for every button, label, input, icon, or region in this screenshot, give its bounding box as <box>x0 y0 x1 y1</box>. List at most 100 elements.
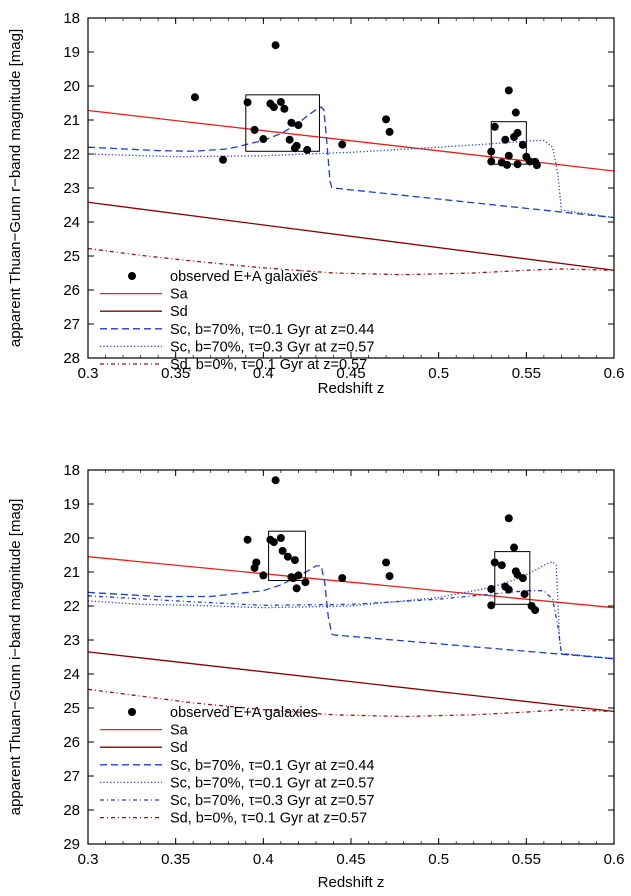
x-tick-label: 0.4 <box>253 365 274 382</box>
data-point <box>269 103 278 112</box>
data-point <box>301 578 310 587</box>
x-axis-label: Redshift z <box>318 380 385 397</box>
data-point <box>271 476 280 485</box>
data-point <box>382 115 391 124</box>
series-line-5 <box>88 247 614 276</box>
legend-label: Sd <box>170 740 188 756</box>
legend-label: Sa <box>170 287 189 303</box>
data-point <box>504 151 513 160</box>
selection-box-1 <box>245 94 320 152</box>
y-tick-label: 22 <box>63 598 80 615</box>
x-tick-label: 0.55 <box>512 851 541 868</box>
data-point <box>294 571 303 580</box>
y-tick-label: 19 <box>63 496 80 513</box>
selection-box-2 <box>494 551 531 605</box>
y-tick-label: 24 <box>63 214 80 231</box>
x-tick-label: 0.5 <box>428 365 449 382</box>
data-point <box>513 160 522 169</box>
legend-label: Sc, b=70%, τ=0.3 Gyr at z=0.57 <box>170 339 374 355</box>
legend-label: observed E+A galaxies <box>170 269 318 285</box>
x-tick-label: 0.3 <box>78 851 99 868</box>
data-point <box>190 93 199 102</box>
data-point <box>276 534 285 542</box>
chart-panel-1: 0.3 0.35 0.4 0.45 0.5 0.55 0.6 18 19 20 21 22 23 24 25… <box>7 10 624 397</box>
y-tick-label: 26 <box>63 282 80 299</box>
series-line-4 <box>88 139 614 219</box>
series-line-3 <box>88 106 614 219</box>
y-tick-label: 27 <box>63 768 80 785</box>
data-point <box>385 127 394 136</box>
series-line-1 <box>88 556 614 609</box>
data-point <box>278 546 287 555</box>
y-tick-label: 29 <box>63 836 80 853</box>
plot-area <box>88 476 614 718</box>
data-point <box>518 140 527 149</box>
y-tick-label: 28 <box>63 802 80 819</box>
data-point <box>292 584 301 593</box>
y-tick-label: 23 <box>63 180 80 197</box>
data-point <box>513 128 522 137</box>
y-tick-label: 27 <box>63 316 80 333</box>
x-tick-label: 0.4 <box>253 851 274 868</box>
legend-label: observed E+A galaxies <box>170 705 318 721</box>
y-tick-label: 20 <box>63 530 80 547</box>
y-tick-label: 28 <box>63 350 80 367</box>
data-point <box>504 585 513 594</box>
legend-label: Sd, b=0%, τ=0.1 Gyr at z=0.57 <box>170 357 367 373</box>
data-point <box>487 147 496 156</box>
data-point <box>503 160 512 169</box>
data-point <box>497 561 506 570</box>
x-tick-label: 0.35 <box>161 851 190 868</box>
data-point <box>510 543 519 552</box>
y-tick-label: 19 <box>63 44 80 61</box>
data-point <box>276 97 285 106</box>
data-point <box>252 558 261 567</box>
data-point <box>283 552 292 561</box>
y-tick-label: 23 <box>63 632 80 649</box>
data-point <box>490 558 499 567</box>
data-point <box>490 122 499 131</box>
y-tick-label: 25 <box>63 700 80 717</box>
y-tick-label: 25 <box>63 248 80 265</box>
legend-label: Sd, b=0%, τ=0.1 Gyr at z=0.57 <box>170 811 367 827</box>
plot-area <box>88 41 614 276</box>
series-line-2 <box>88 201 614 271</box>
legend-label: Sc, b=70%, τ=0.3 Gyr at z=0.57 <box>170 793 374 809</box>
y-tick-label: 21 <box>63 564 80 581</box>
legend-marker-points <box>128 708 136 716</box>
data-point <box>271 41 280 50</box>
plot-frame <box>87 469 615 845</box>
y-tick-label: 22 <box>63 146 80 163</box>
y-tick-label: 18 <box>63 10 80 27</box>
data-point <box>269 538 278 547</box>
x-tick-label: 0.55 <box>512 365 541 382</box>
data-point <box>303 145 312 154</box>
data-point <box>338 140 347 149</box>
data-point <box>385 572 394 581</box>
data-point <box>511 108 520 117</box>
series-line-6 <box>88 688 614 718</box>
data-point <box>382 558 391 567</box>
legend-label: Sd <box>170 304 188 320</box>
y-tick-label: 20 <box>63 78 80 95</box>
series-line-5 <box>88 590 614 660</box>
data-point <box>487 585 496 593</box>
data-point <box>287 118 296 127</box>
data-point <box>531 606 540 615</box>
data-point <box>292 141 301 150</box>
data-point <box>285 135 294 144</box>
data-point <box>338 574 347 583</box>
data-point <box>532 161 541 170</box>
data-point <box>290 556 299 565</box>
data-point <box>504 514 513 523</box>
legend-label: Sa <box>170 723 189 739</box>
series-line-2 <box>88 651 614 713</box>
y-axis-label: apparent Thuan−Gunn i−band magnitude [ma… <box>7 499 24 816</box>
data-point <box>518 574 527 583</box>
data-point <box>243 535 252 544</box>
chart-panel-2: 0.3 0.35 0.4 0.45 0.5 0.55 0.6 18 19 20 21 22 23 24 25… <box>7 462 624 891</box>
data-point <box>294 121 303 130</box>
